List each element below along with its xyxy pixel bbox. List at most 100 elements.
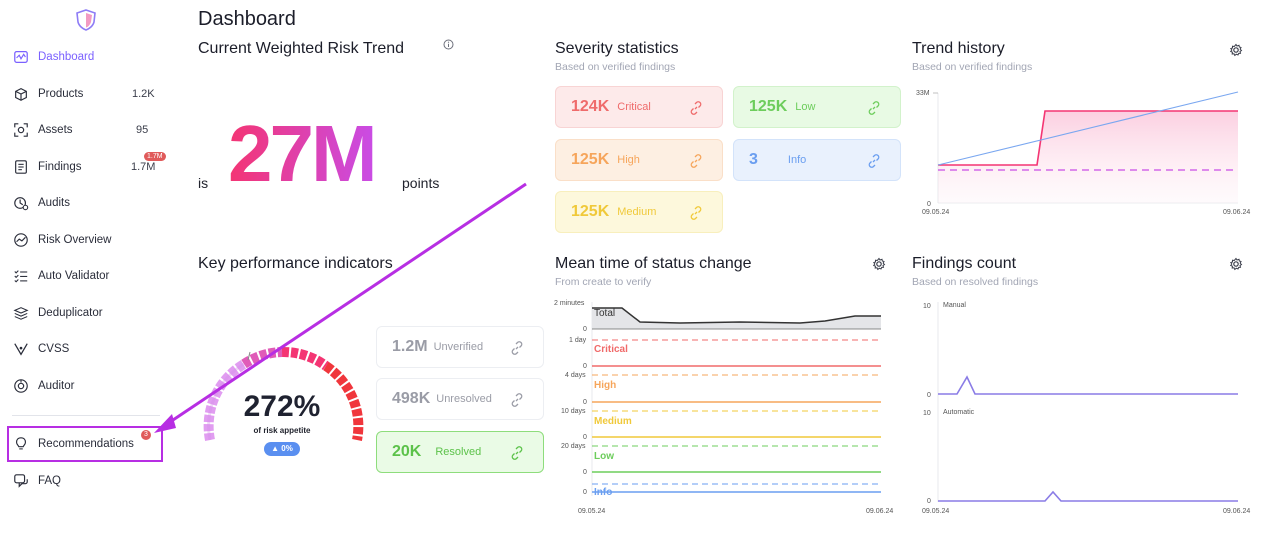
info-count: 3 bbox=[749, 151, 758, 168]
total-zero-label: 0 bbox=[583, 326, 587, 333]
severity-card-high[interactable]: 125K High bbox=[555, 139, 723, 181]
lightbulb-icon bbox=[12, 435, 30, 453]
link-icon[interactable] bbox=[688, 100, 704, 116]
automatic-zero-label: 0 bbox=[927, 498, 931, 505]
high-count: 125K bbox=[571, 151, 610, 168]
sidebar-item-auditor[interactable]: Auditor bbox=[12, 372, 162, 400]
manual-series-label: Manual bbox=[943, 302, 966, 309]
recommendations-badge: 3 bbox=[141, 430, 151, 440]
x-start-label: 09.05.24 bbox=[922, 508, 949, 515]
sidebar-item-label: Audits bbox=[38, 197, 70, 209]
sidebar-item-assets[interactable]: Assets 95 bbox=[12, 116, 162, 144]
kpi-card-unverified[interactable]: 1.2M Unverified bbox=[376, 326, 544, 368]
sidebar-item-findings[interactable]: Findings 1.7M 1.7M bbox=[12, 152, 166, 181]
shield-logo-icon[interactable] bbox=[74, 8, 98, 32]
gauge-label: of risk appetite bbox=[253, 426, 311, 435]
sidebar-item-label: Dashboard bbox=[38, 51, 95, 63]
high-label: High bbox=[617, 154, 640, 166]
critical-label: Critical bbox=[617, 101, 651, 113]
y-zero-label: 0 bbox=[927, 201, 931, 208]
link-icon[interactable] bbox=[866, 100, 882, 116]
kpi-card-unresolved[interactable]: 498K Unresolved bbox=[376, 378, 544, 420]
sidebar-item-faq[interactable]: FAQ bbox=[12, 467, 162, 495]
risk-area bbox=[938, 111, 1238, 203]
x-end-label: 09.06.24 bbox=[1223, 508, 1250, 515]
risk-overview-icon bbox=[12, 231, 30, 249]
low-top-label: 20 days bbox=[561, 443, 586, 450]
mean-time-chart: 2 minutes 0 Total 1 day Critical 0 4 day… bbox=[554, 300, 893, 515]
kpi-card-resolved[interactable]: 20K Resolved bbox=[376, 431, 544, 473]
severity-card-critical[interactable]: 124K Critical bbox=[555, 86, 723, 128]
x-start-label: 09.05.24 bbox=[922, 209, 949, 216]
x-end-label: 09.06.24 bbox=[1223, 209, 1250, 216]
mean-time-title: Mean time of status change bbox=[555, 255, 752, 272]
kpi-title: Key performance indicators bbox=[198, 255, 393, 272]
sidebar-item-label: Recommendations bbox=[38, 438, 134, 450]
trend-history-subtitle: Based on verified findings bbox=[912, 61, 1033, 73]
info-icon[interactable] bbox=[443, 39, 454, 50]
sidebar-item-deduplicator[interactable]: Deduplicator bbox=[12, 299, 162, 327]
page-title: Dashboard bbox=[198, 8, 296, 30]
link-icon[interactable] bbox=[509, 392, 525, 408]
sidebar-item-label: Auditor bbox=[38, 380, 75, 392]
link-icon[interactable] bbox=[509, 340, 525, 356]
sidebar-item-auto-validator[interactable]: Auto Validator bbox=[12, 262, 162, 290]
manual-series-line bbox=[938, 375, 1238, 395]
findings-count-subtitle: Based on resolved findings bbox=[912, 276, 1039, 288]
unresolved-label: Unresolved bbox=[436, 393, 492, 405]
products-count: 1.2K bbox=[132, 88, 155, 100]
y-top-label: 33M bbox=[916, 90, 930, 97]
link-icon[interactable] bbox=[509, 445, 525, 461]
low-label: Low bbox=[795, 101, 816, 113]
gear-icon[interactable] bbox=[872, 257, 886, 271]
sidebar-item-label: Findings bbox=[38, 161, 82, 173]
total-series-label: Total bbox=[594, 308, 615, 319]
low-zero-label: 0 bbox=[583, 469, 587, 476]
sidebar-item-audits[interactable]: Audits bbox=[12, 189, 162, 217]
trend-line bbox=[937, 91, 1239, 166]
annotation-highlight-box bbox=[7, 426, 163, 462]
sidebar-item-label: FAQ bbox=[38, 475, 62, 487]
cvss-icon bbox=[12, 340, 30, 358]
sidebar-item-risk-overview[interactable]: Risk Overview bbox=[12, 226, 162, 254]
severity-card-info[interactable]: 3 Info bbox=[733, 139, 901, 181]
medium-series-label: Medium bbox=[594, 416, 632, 427]
info-series-label: Info bbox=[594, 487, 612, 498]
high-series-label: High bbox=[594, 380, 616, 391]
assets-icon bbox=[12, 121, 30, 139]
risk-trend-title: Current Weighted Risk Trend bbox=[198, 40, 405, 57]
sidebar-item-products[interactable]: Products 1.2K bbox=[12, 80, 162, 108]
risk-line bbox=[938, 110, 1238, 166]
findings-count-chart: 10 Manual 0 10 Automatic 0 09.05.24 09.0… bbox=[922, 302, 1250, 515]
automatic-series-line bbox=[938, 490, 1238, 502]
dashboard-icon bbox=[12, 48, 30, 66]
risk-value: 27M bbox=[228, 109, 378, 198]
sidebar-item-label: CVSS bbox=[38, 343, 70, 355]
gear-icon[interactable] bbox=[1229, 257, 1243, 271]
deduplicator-icon bbox=[12, 304, 30, 322]
link-icon[interactable] bbox=[688, 153, 704, 169]
gear-icon[interactable] bbox=[1229, 43, 1243, 57]
sidebar-item-dashboard[interactable]: Dashboard bbox=[12, 43, 162, 71]
low-count: 125K bbox=[749, 98, 788, 115]
severity-card-medium[interactable]: 125K Medium bbox=[555, 191, 723, 233]
unresolved-count: 498K bbox=[392, 390, 431, 407]
link-icon[interactable] bbox=[866, 153, 882, 169]
info-label: Info bbox=[787, 154, 807, 166]
sidebar-divider bbox=[12, 415, 160, 416]
x-end-label: 09.06.24 bbox=[866, 508, 893, 515]
sidebar-item-cvss[interactable]: CVSS bbox=[12, 335, 162, 363]
severity-subtitle: Based on verified findings bbox=[555, 61, 676, 73]
severity-card-low[interactable]: 125K Low bbox=[733, 86, 901, 128]
sidebar-item-label: Products bbox=[38, 88, 84, 100]
audits-icon bbox=[12, 194, 30, 212]
critical-count: 124K bbox=[571, 98, 610, 115]
critical-series-label: Critical bbox=[594, 344, 628, 355]
sidebar-item-recommendations[interactable]: Recommendations 3 bbox=[12, 430, 162, 458]
automatic-series-label: Automatic bbox=[943, 409, 975, 416]
sidebar-item-label: Deduplicator bbox=[38, 307, 103, 319]
gauge-value: 272% bbox=[243, 390, 321, 423]
critical-top-label: 1 day bbox=[569, 337, 587, 344]
link-icon[interactable] bbox=[688, 205, 704, 221]
medium-count: 125K bbox=[571, 203, 610, 220]
